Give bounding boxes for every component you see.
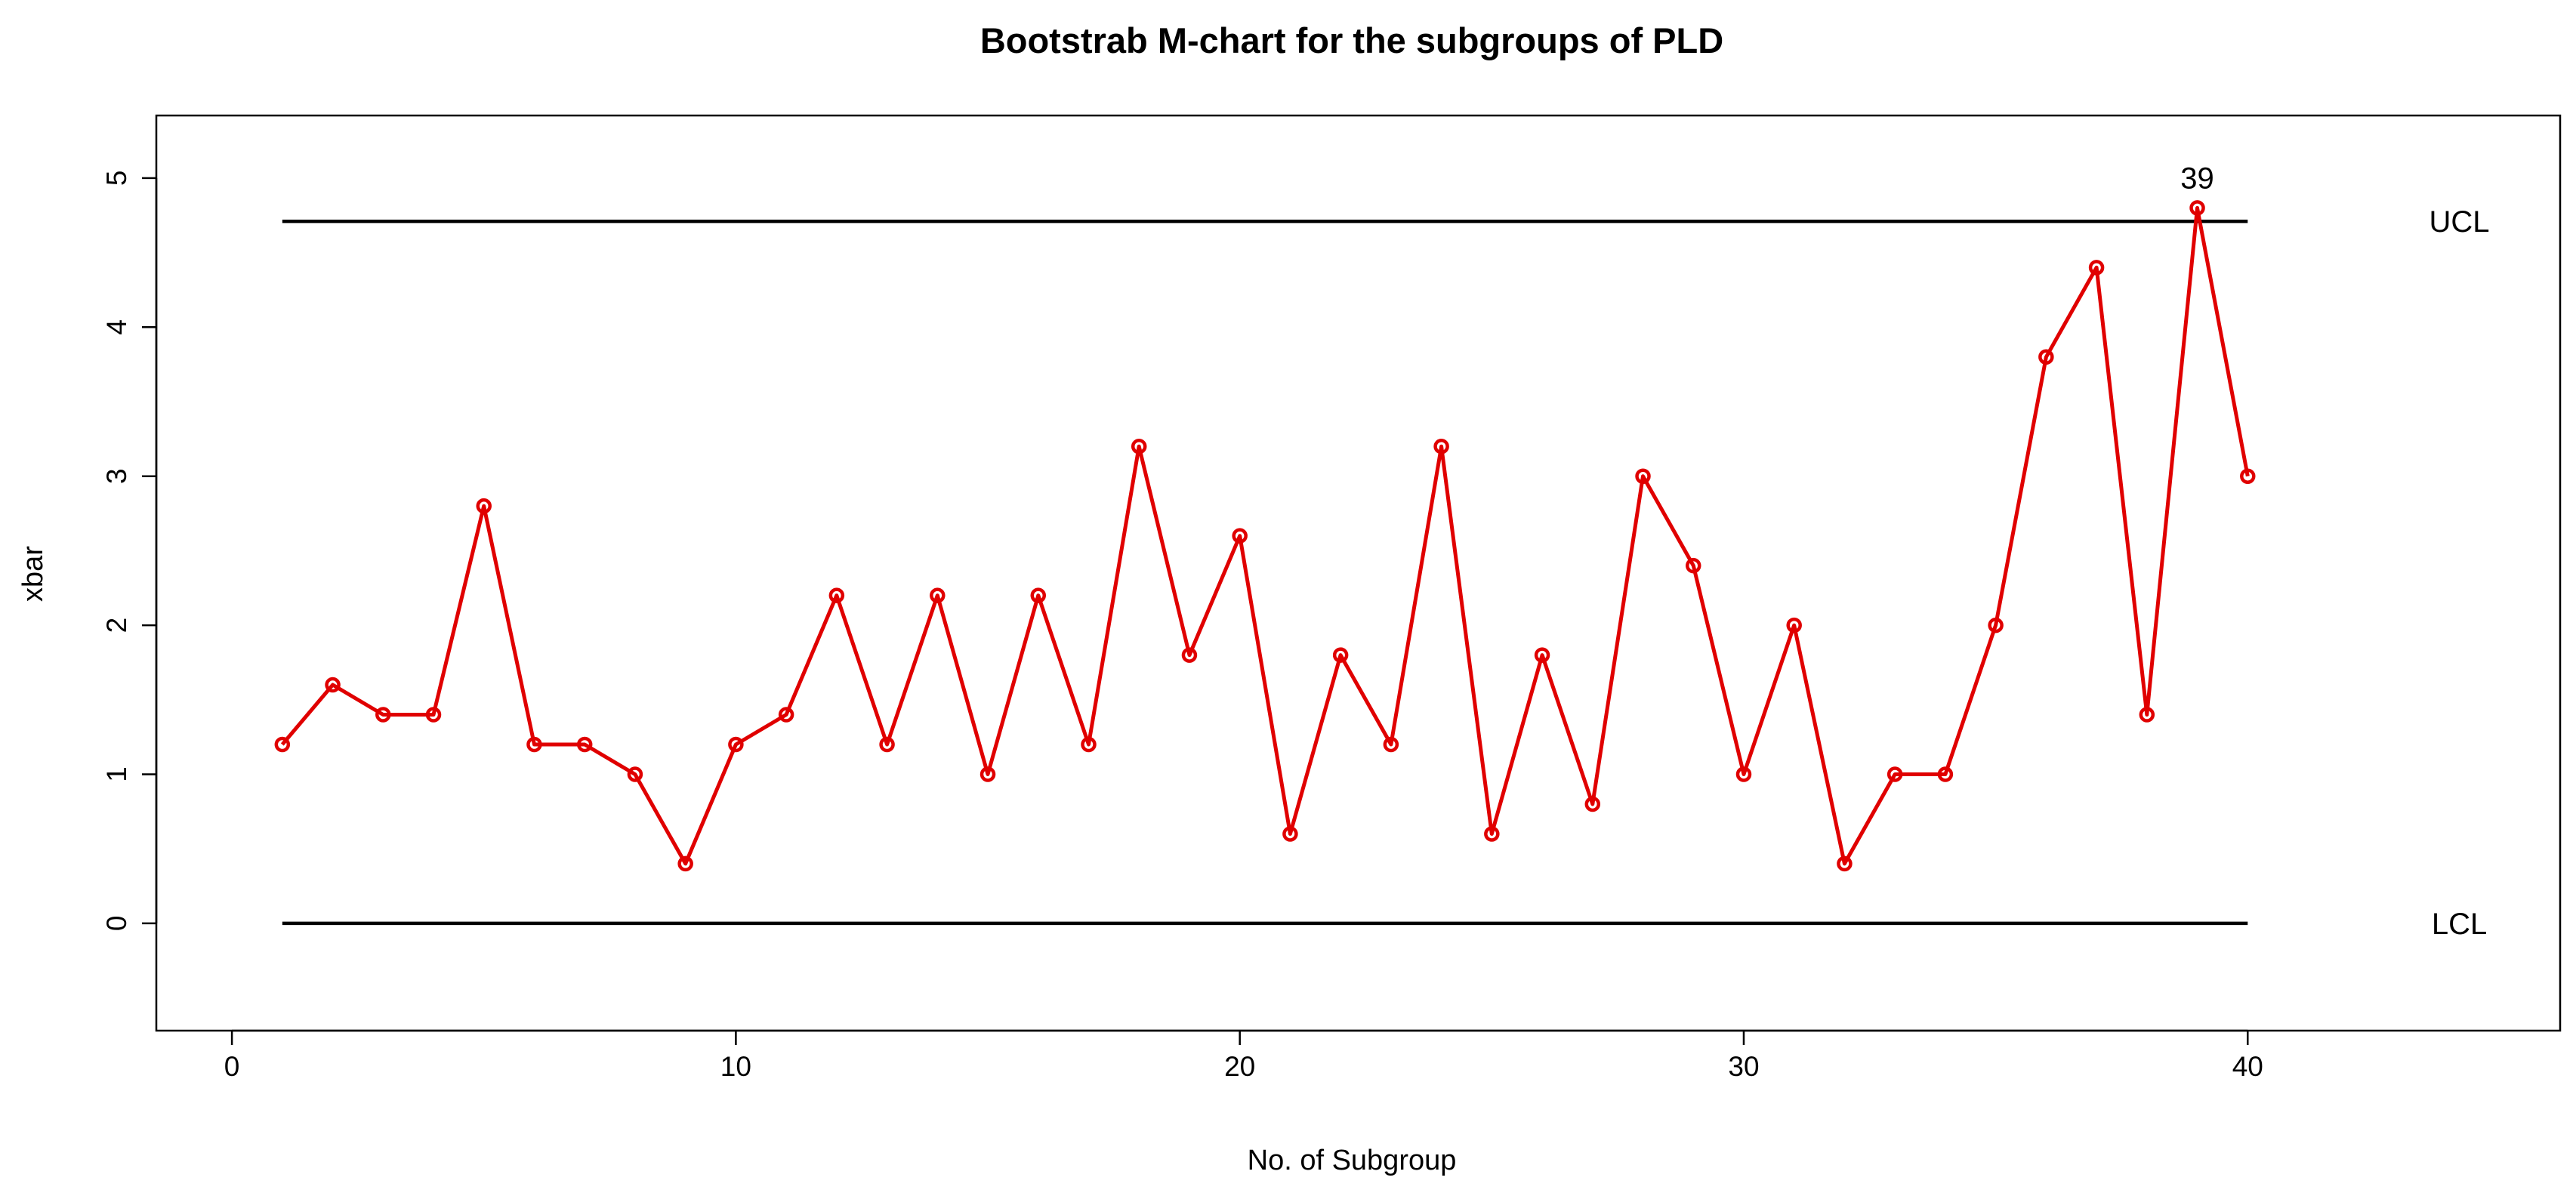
- y-tick-label: 5: [101, 171, 132, 186]
- x-tick-label: 40: [2232, 1051, 2263, 1082]
- data-point: [2240, 468, 2256, 484]
- data-point: [2038, 349, 2054, 365]
- data-point: [1131, 438, 1147, 455]
- data-point: [375, 707, 391, 723]
- data-point: [576, 736, 593, 753]
- data-point: [1232, 528, 1248, 544]
- data-point: [1534, 647, 1550, 663]
- x-tick-label: 10: [720, 1051, 751, 1082]
- data-point: [879, 736, 895, 753]
- data-point: [728, 736, 744, 753]
- annotations: 39: [2180, 162, 2214, 195]
- point-annotation: 39: [2180, 162, 2214, 195]
- y-axis: 0 1 2 3 4 5: [101, 171, 158, 932]
- data-point: [1786, 617, 1802, 633]
- data-point: [1433, 438, 1449, 455]
- data-point: [1332, 647, 1349, 663]
- data-point: [930, 587, 946, 603]
- data-point: [1181, 647, 1198, 663]
- x-axis: 0 10 20 30 40: [224, 1029, 2263, 1082]
- data-point: [1484, 826, 1500, 842]
- data-point: [2189, 200, 2205, 216]
- data-point: [1282, 826, 1298, 842]
- data-point: [1735, 766, 1752, 782]
- data-point: [526, 736, 542, 753]
- data-point: [2139, 707, 2155, 723]
- x-tick-label: 30: [1728, 1051, 1759, 1082]
- data-point: [325, 677, 341, 693]
- data-series: [274, 200, 2256, 872]
- x-tick-label: 0: [224, 1051, 240, 1082]
- data-point: [778, 707, 794, 723]
- ucl-label: UCL: [2429, 205, 2490, 239]
- data-point: [476, 498, 492, 514]
- data-point: [828, 587, 845, 603]
- data-point: [1081, 736, 1097, 753]
- data-point: [1584, 796, 1601, 812]
- data-point: [1988, 617, 2004, 633]
- data-point: [425, 707, 442, 723]
- y-tick-label: 0: [101, 916, 132, 932]
- data-point: [1886, 766, 1903, 782]
- series-line: [280, 205, 2250, 866]
- plot-frame: [155, 114, 2562, 1032]
- y-tick-label: 3: [101, 468, 132, 484]
- y-tick-label: 2: [101, 618, 132, 633]
- lcl-label: LCL: [2432, 908, 2487, 941]
- y-axis-label: xbar: [17, 546, 49, 602]
- data-point: [274, 736, 291, 753]
- data-point: [677, 855, 693, 872]
- data-point: [627, 766, 643, 782]
- data-point: [979, 766, 996, 782]
- data-point: [2088, 260, 2105, 276]
- data-point: [1030, 587, 1047, 603]
- data-point: [1686, 557, 1701, 574]
- data-point: [1635, 468, 1651, 484]
- x-tick-label: 20: [1224, 1051, 1255, 1082]
- y-tick-label: 1: [101, 766, 132, 782]
- data-point: [1937, 766, 1954, 782]
- control-limits: UCL LCL: [282, 205, 2490, 941]
- data-point: [1383, 736, 1399, 753]
- data-point: [1837, 855, 1853, 872]
- y-tick-label: 4: [101, 319, 132, 335]
- chart-title: Bootstrab M-chart for the subgroups of P…: [980, 20, 1723, 60]
- x-axis-label: No. of Subgroup: [1248, 1145, 1457, 1176]
